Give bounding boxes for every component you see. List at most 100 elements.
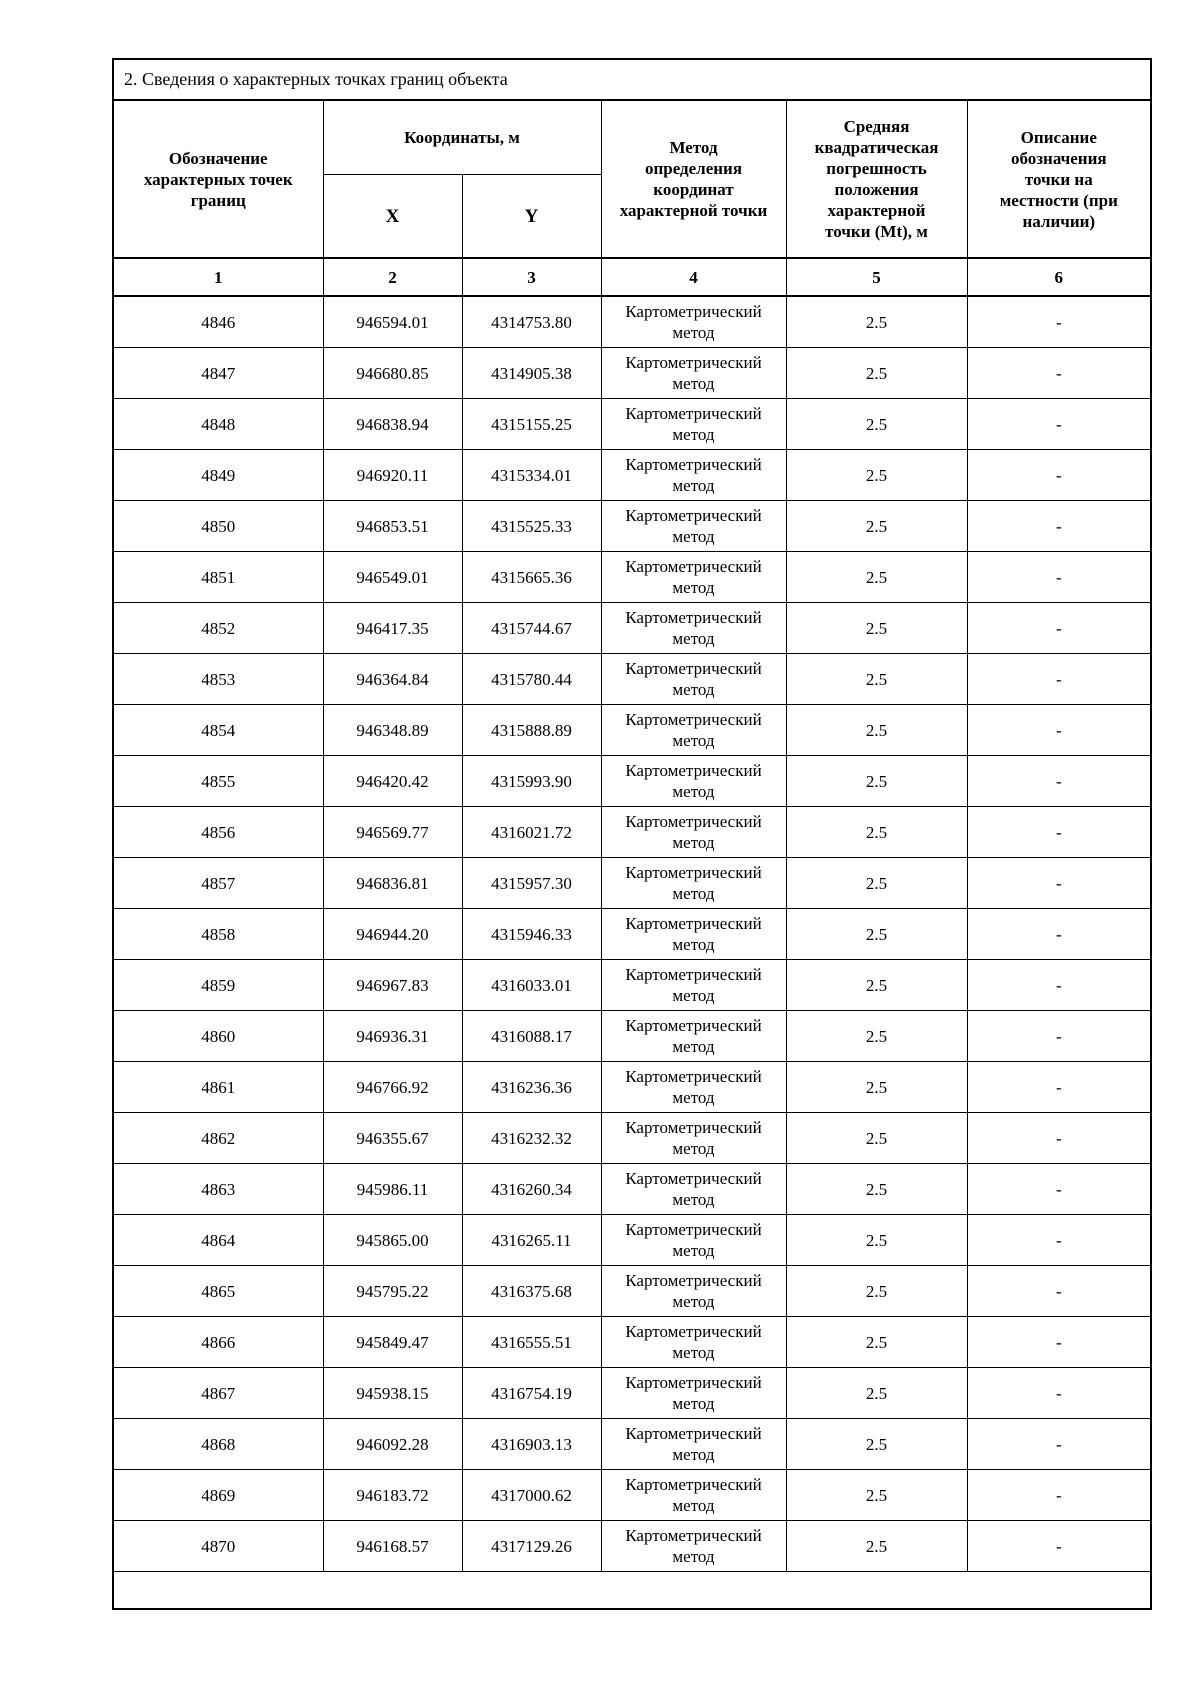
header-y: Y: [461, 174, 602, 259]
mt-error-cell: 2.5: [785, 295, 968, 348]
method-cell: Картометрический метод: [600, 602, 787, 654]
table-row: 4852 946417.35 4315744.67 Картометрический …: [112, 602, 1152, 654]
point-number-cell: 4865: [112, 1265, 324, 1317]
point-number-cell: 4864: [112, 1214, 324, 1266]
coordinate-x-cell: 946549.01: [322, 551, 463, 603]
coordinate-y-cell: 4316021.72: [461, 806, 602, 858]
mt-error-cell: 2.5: [785, 755, 968, 807]
method-cell: Картометрический метод: [600, 1316, 787, 1368]
table-row: 4846 946594.01 4314753.80 Картометрический …: [112, 295, 1152, 348]
column-number-3: 3: [461, 257, 602, 297]
header-row-top: Обозначение характерных точек границ Коо…: [112, 99, 1152, 259]
boundary-points-table: 2. Сведения о характерных точках границ …: [112, 58, 1153, 1610]
coordinate-x-cell: 946092.28: [322, 1418, 463, 1470]
column-numbers-row: 1 2 3 4 5 6: [112, 257, 1152, 297]
point-number-cell: 4867: [112, 1367, 324, 1419]
point-number-cell: 4847: [112, 347, 324, 399]
mt-error-cell: 2.5: [785, 1061, 968, 1113]
header-point-designation: Обозначение характерных точек границ: [112, 99, 324, 259]
table-row: 4856 946569.77 4316021.72 Картометрический …: [112, 806, 1152, 858]
point-number-cell: 4869: [112, 1469, 324, 1521]
table-data-body: 4846 946594.01 4314753.80 Картометрический …: [112, 295, 1152, 1572]
table-row: 4863 945986.11 4316260.34 Картометрический …: [112, 1163, 1152, 1215]
method-cell: Картометрический метод: [600, 500, 787, 552]
coordinate-y-cell: 4316236.36: [461, 1061, 602, 1113]
coordinate-y-cell: 4315155.25: [461, 398, 602, 450]
mt-error-cell: 2.5: [785, 551, 968, 603]
coordinate-y-cell: 4315993.90: [461, 755, 602, 807]
mt-error-cell: 2.5: [785, 602, 968, 654]
point-number-cell: 4857: [112, 857, 324, 909]
coordinate-y-cell: 4317000.62: [461, 1469, 602, 1521]
point-number-cell: 4853: [112, 653, 324, 705]
coordinate-x-cell: 946183.72: [322, 1469, 463, 1521]
mt-error-cell: 2.5: [785, 1214, 968, 1266]
description-cell: -: [966, 1418, 1152, 1470]
coordinate-y-cell: 4316033.01: [461, 959, 602, 1011]
mt-error-cell: 2.5: [785, 1469, 968, 1521]
mt-error-cell: 2.5: [785, 704, 968, 756]
coordinate-x-cell: 946420.42: [322, 755, 463, 807]
point-number-cell: 4854: [112, 704, 324, 756]
table-row: 4859 946967.83 4316033.01 Картометрический …: [112, 959, 1152, 1011]
column-number-6: 6: [966, 257, 1152, 297]
coordinate-x-cell: 946967.83: [322, 959, 463, 1011]
description-cell: -: [966, 653, 1152, 705]
column-number-2: 2: [322, 257, 463, 297]
coordinate-x-cell: 946364.84: [322, 653, 463, 705]
column-number-1: 1: [112, 257, 324, 297]
mt-error-cell: 2.5: [785, 806, 968, 858]
header-row-xy: X Y: [113, 174, 1151, 259]
table-row: 4855 946420.42 4315993.90 Картометрический …: [112, 755, 1152, 807]
description-cell: -: [966, 398, 1152, 450]
point-number-cell: 4850: [112, 500, 324, 552]
point-number-cell: 4856: [112, 806, 324, 858]
point-number-cell: 4849: [112, 449, 324, 501]
coordinate-x-cell: 946168.57: [322, 1520, 463, 1572]
mt-error-cell: 2.5: [785, 908, 968, 960]
mt-error-cell: 2.5: [785, 347, 968, 399]
coordinate-y-cell: 4316265.11: [461, 1214, 602, 1266]
mt-error-cell: 2.5: [785, 1520, 968, 1572]
coordinate-x-cell: 946569.77: [322, 806, 463, 858]
description-cell: -: [966, 755, 1152, 807]
column-number-5: 5: [785, 257, 968, 297]
method-cell: Картометрический метод: [600, 857, 787, 909]
mt-error-cell: 2.5: [785, 1367, 968, 1419]
method-cell: Картометрический метод: [600, 806, 787, 858]
table-row: 4869 946183.72 4317000.62 Картометрический …: [112, 1469, 1152, 1521]
point-number-cell: 4868: [112, 1418, 324, 1470]
point-number-cell: 4858: [112, 908, 324, 960]
coordinate-x-cell: 946348.89: [322, 704, 463, 756]
coordinate-y-cell: 4315957.30: [461, 857, 602, 909]
method-cell: Картометрический метод: [600, 347, 787, 399]
coordinate-y-cell: 4315888.89: [461, 704, 602, 756]
table-row: 4849 946920.11 4315334.01 Картометрический …: [112, 449, 1152, 501]
description-cell: -: [966, 1163, 1152, 1215]
coordinate-y-cell: 4314905.38: [461, 347, 602, 399]
description-cell: -: [966, 908, 1152, 960]
empty-cell: [112, 1571, 1152, 1610]
description-cell: -: [966, 857, 1152, 909]
header-x: X: [322, 174, 463, 259]
description-cell: -: [966, 602, 1152, 654]
coordinate-x-cell: 945986.11: [322, 1163, 463, 1215]
point-number-cell: 4861: [112, 1061, 324, 1113]
coordinate-y-cell: 4316754.19: [461, 1367, 602, 1419]
point-number-cell: 4860: [112, 1010, 324, 1062]
coordinate-y-cell: 4315665.36: [461, 551, 602, 603]
point-number-cell: 4862: [112, 1112, 324, 1164]
coordinate-x-cell: 946944.20: [322, 908, 463, 960]
method-cell: Картометрический метод: [600, 1061, 787, 1113]
coordinate-x-cell: 946417.35: [322, 602, 463, 654]
mt-error-cell: 2.5: [785, 1418, 968, 1470]
point-number-cell: 4866: [112, 1316, 324, 1368]
method-cell: Картометрический метод: [600, 1469, 787, 1521]
table-row: 4870 946168.57 4317129.26 Картометрический …: [112, 1520, 1152, 1572]
method-cell: Картометрический метод: [600, 398, 787, 450]
coordinate-y-cell: 4316232.32: [461, 1112, 602, 1164]
table-row: 4862 946355.67 4316232.32 Картометрический …: [112, 1112, 1152, 1164]
coordinate-y-cell: 4316088.17: [461, 1010, 602, 1062]
mt-error-cell: 2.5: [785, 500, 968, 552]
method-cell: Картометрический метод: [600, 908, 787, 960]
